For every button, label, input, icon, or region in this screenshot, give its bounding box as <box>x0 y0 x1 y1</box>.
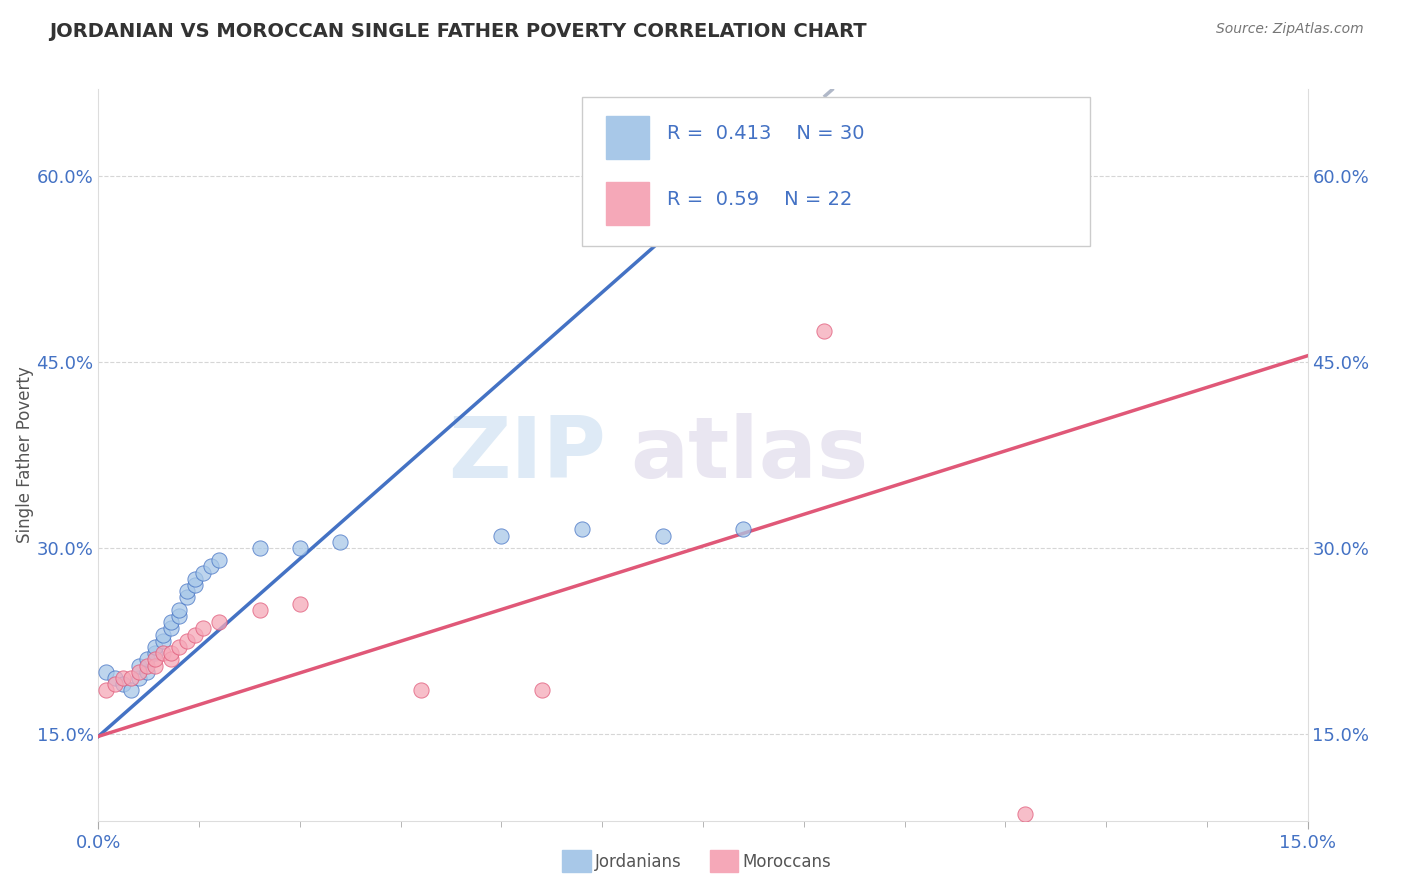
Point <box>160 615 183 630</box>
Text: R =  0.413    N = 30: R = 0.413 N = 30 <box>666 124 865 144</box>
Text: Source: ZipAtlas.com: Source: ZipAtlas.com <box>1216 22 1364 37</box>
Point <box>813 324 835 338</box>
Point <box>193 622 215 636</box>
Point <box>200 559 222 574</box>
Bar <box>606 116 648 159</box>
Point <box>135 652 157 666</box>
Point <box>176 633 198 648</box>
Point <box>143 646 166 660</box>
Point <box>733 522 755 536</box>
Point <box>143 658 166 673</box>
Point <box>160 652 183 666</box>
Point <box>1014 807 1036 822</box>
Point <box>491 528 513 542</box>
Point <box>184 578 207 592</box>
Text: Jordanians: Jordanians <box>595 853 682 871</box>
Point <box>249 603 271 617</box>
Point <box>651 528 673 542</box>
Point <box>208 553 231 567</box>
Text: R =  0.59    N = 22: R = 0.59 N = 22 <box>666 190 852 209</box>
Point <box>288 541 311 555</box>
Point <box>193 566 215 580</box>
FancyBboxPatch shape <box>582 96 1090 246</box>
Point <box>176 584 198 599</box>
Point <box>208 615 231 630</box>
Point <box>96 665 118 679</box>
Point <box>160 646 183 660</box>
Point <box>167 603 190 617</box>
Point <box>152 646 174 660</box>
Point <box>111 671 134 685</box>
Point <box>184 572 207 586</box>
Point <box>135 665 157 679</box>
Point <box>160 622 183 636</box>
Point <box>249 541 271 555</box>
Point <box>329 534 352 549</box>
Point <box>409 683 432 698</box>
Point <box>135 658 157 673</box>
Point <box>152 628 174 642</box>
Text: atlas: atlas <box>630 413 869 497</box>
Point <box>530 683 553 698</box>
Point <box>103 671 125 685</box>
Point <box>288 597 311 611</box>
Point <box>120 683 142 698</box>
Y-axis label: Single Father Poverty: Single Father Poverty <box>17 367 34 543</box>
Point <box>103 677 125 691</box>
Point <box>176 591 198 605</box>
Point <box>167 640 190 654</box>
Point <box>571 522 593 536</box>
Text: Moroccans: Moroccans <box>742 853 831 871</box>
Bar <box>606 182 648 225</box>
Point <box>96 683 118 698</box>
Point <box>111 677 134 691</box>
Point <box>128 671 150 685</box>
Point <box>120 671 142 685</box>
Point <box>128 665 150 679</box>
Point <box>184 628 207 642</box>
Point <box>152 633 174 648</box>
Point <box>143 652 166 666</box>
Point <box>167 609 190 624</box>
Point <box>128 658 150 673</box>
Point <box>143 640 166 654</box>
Text: ZIP: ZIP <box>449 413 606 497</box>
Text: JORDANIAN VS MOROCCAN SINGLE FATHER POVERTY CORRELATION CHART: JORDANIAN VS MOROCCAN SINGLE FATHER POVE… <box>49 22 868 41</box>
